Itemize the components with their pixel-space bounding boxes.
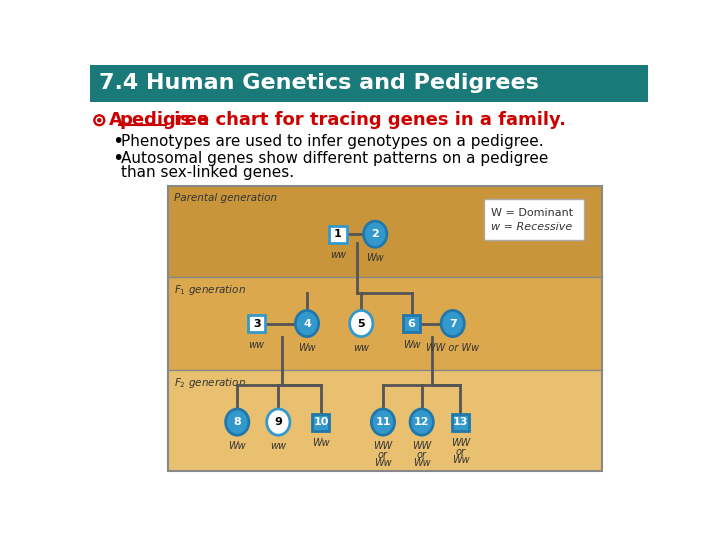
FancyBboxPatch shape	[90, 102, 648, 481]
Ellipse shape	[364, 221, 387, 247]
Ellipse shape	[266, 409, 290, 435]
Text: 2: 2	[372, 229, 379, 239]
Text: Ww: Ww	[374, 458, 392, 468]
FancyBboxPatch shape	[248, 315, 265, 332]
Text: or: or	[417, 450, 427, 460]
Text: Phenotypes are used to infer genotypes on a pedigree.: Phenotypes are used to infer genotypes o…	[121, 134, 544, 149]
FancyBboxPatch shape	[168, 186, 601, 278]
Text: Parental generation: Parental generation	[174, 193, 276, 202]
Ellipse shape	[350, 310, 373, 336]
FancyBboxPatch shape	[312, 414, 330, 430]
Text: A: A	[109, 111, 129, 129]
Text: 7: 7	[449, 319, 456, 328]
Text: 10: 10	[313, 417, 328, 427]
Text: ww: ww	[270, 441, 287, 451]
Text: w = Recessive: w = Recessive	[492, 221, 572, 232]
Ellipse shape	[295, 310, 319, 336]
Text: 5: 5	[357, 319, 365, 328]
Text: or: or	[456, 447, 465, 457]
Text: ww: ww	[248, 340, 265, 350]
Text: 1: 1	[334, 229, 342, 239]
Text: ww: ww	[330, 251, 346, 260]
Circle shape	[94, 115, 104, 126]
Text: 6: 6	[408, 319, 415, 328]
Text: 13: 13	[453, 417, 468, 427]
Text: ww: ww	[354, 343, 369, 353]
Text: Ww: Ww	[298, 343, 316, 353]
Text: WW: WW	[451, 438, 470, 448]
Text: WW or Ww: WW or Ww	[426, 343, 480, 353]
Ellipse shape	[372, 409, 395, 435]
Ellipse shape	[441, 310, 464, 336]
FancyBboxPatch shape	[484, 199, 584, 240]
FancyBboxPatch shape	[90, 65, 648, 102]
Text: is a chart for tracing genes in a family.: is a chart for tracing genes in a family…	[168, 111, 565, 129]
Circle shape	[98, 119, 101, 122]
FancyBboxPatch shape	[168, 370, 601, 471]
Circle shape	[96, 117, 102, 123]
Ellipse shape	[410, 409, 433, 435]
Text: •: •	[112, 149, 123, 168]
Text: pedigree: pedigree	[120, 111, 210, 129]
Text: $F_2$ generation: $F_2$ generation	[174, 376, 246, 390]
Text: or: or	[378, 450, 388, 460]
Text: than sex-linked genes.: than sex-linked genes.	[121, 165, 294, 180]
Text: 4: 4	[303, 319, 311, 328]
Text: WW: WW	[374, 441, 392, 451]
Text: Ww: Ww	[366, 253, 384, 264]
Text: 7.4 Human Genetics and Pedigrees: 7.4 Human Genetics and Pedigrees	[99, 73, 539, 93]
Text: Ww: Ww	[451, 455, 469, 465]
FancyBboxPatch shape	[403, 315, 420, 332]
Text: W = Dominant: W = Dominant	[492, 208, 574, 218]
Text: 3: 3	[253, 319, 261, 328]
Text: $F_1$ generation: $F_1$ generation	[174, 284, 246, 298]
Text: 9: 9	[274, 417, 282, 427]
Text: Ww: Ww	[413, 458, 431, 468]
Text: 8: 8	[233, 417, 241, 427]
Text: 11: 11	[375, 417, 391, 427]
Text: Ww: Ww	[402, 340, 420, 350]
Text: 12: 12	[414, 417, 429, 427]
Text: WW: WW	[412, 441, 431, 451]
Ellipse shape	[225, 409, 249, 435]
FancyBboxPatch shape	[452, 414, 469, 430]
FancyBboxPatch shape	[330, 226, 346, 242]
FancyBboxPatch shape	[168, 278, 601, 370]
Text: Ww: Ww	[228, 441, 246, 451]
Text: Ww: Ww	[312, 438, 330, 448]
Text: Autosomal genes show different patterns on a pedigree: Autosomal genes show different patterns …	[121, 151, 549, 166]
Text: •: •	[112, 132, 123, 151]
